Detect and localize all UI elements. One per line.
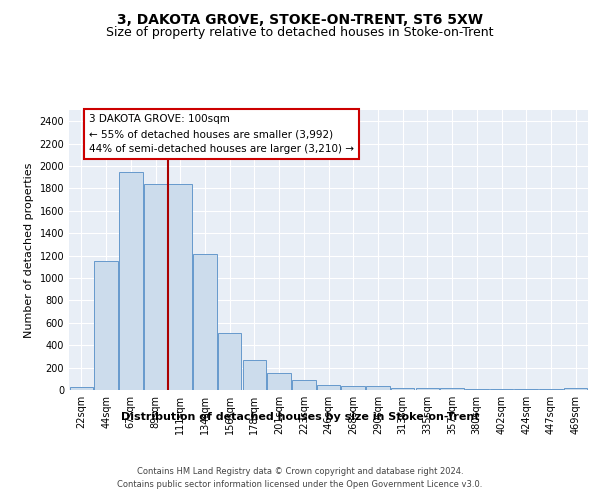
Bar [416,388,439,390]
Text: 3, DAKOTA GROVE, STOKE-ON-TRENT, ST6 5XW: 3, DAKOTA GROVE, STOKE-ON-TRENT, ST6 5XW [117,12,483,26]
Bar [564,388,587,390]
Bar [366,386,389,390]
Bar [317,385,340,390]
Bar [490,389,513,390]
Bar [169,184,192,390]
Bar [465,389,488,390]
Bar [119,172,143,390]
Bar [94,261,118,390]
Bar [144,184,167,390]
Bar [292,380,316,390]
Bar [391,388,415,390]
Y-axis label: Number of detached properties: Number of detached properties [24,162,34,338]
Bar [218,333,241,390]
Bar [70,386,93,390]
Text: Size of property relative to detached houses in Stoke-on-Trent: Size of property relative to detached ho… [106,26,494,39]
Text: Contains public sector information licensed under the Open Government Licence v3: Contains public sector information licen… [118,480,482,489]
Bar [268,372,291,390]
Text: 3 DAKOTA GROVE: 100sqm
← 55% of detached houses are smaller (3,992)
44% of semi-: 3 DAKOTA GROVE: 100sqm ← 55% of detached… [89,114,354,154]
Bar [440,388,464,390]
Bar [242,360,266,390]
Text: Contains HM Land Registry data © Crown copyright and database right 2024.: Contains HM Land Registry data © Crown c… [137,468,463,476]
Bar [193,254,217,390]
Bar [341,386,365,390]
Text: Distribution of detached houses by size in Stoke-on-Trent: Distribution of detached houses by size … [121,412,479,422]
